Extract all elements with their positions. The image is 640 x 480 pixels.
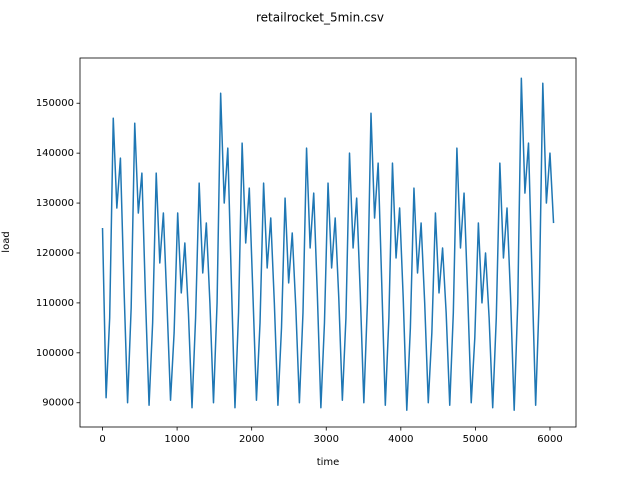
plot-frame (79, 57, 577, 428)
data-line (101, 77, 555, 411)
y-tick-label: 100000 (36, 348, 74, 359)
x-tick-label: 6000 (537, 434, 562, 445)
x-tick-label: 3000 (314, 434, 339, 445)
x-tick-label: 5000 (463, 434, 488, 445)
chart-title: retailrocket_5min.csv (256, 11, 384, 25)
y-tick-label: 140000 (36, 148, 74, 159)
x-tick-label: 2000 (239, 434, 264, 445)
x-tick-label: 4000 (388, 434, 413, 445)
x-axis-label: time (317, 457, 340, 468)
x-tick-label: 1000 (164, 434, 189, 445)
y-tick-label: 90000 (42, 398, 74, 409)
y-axis-label: load (1, 231, 12, 252)
y-tick-label: 130000 (36, 198, 74, 209)
y-tick-label: 110000 (36, 298, 74, 309)
y-tick-label: 120000 (36, 248, 74, 259)
x-tick-label: 0 (99, 434, 105, 445)
y-tick-label: 150000 (36, 98, 74, 109)
